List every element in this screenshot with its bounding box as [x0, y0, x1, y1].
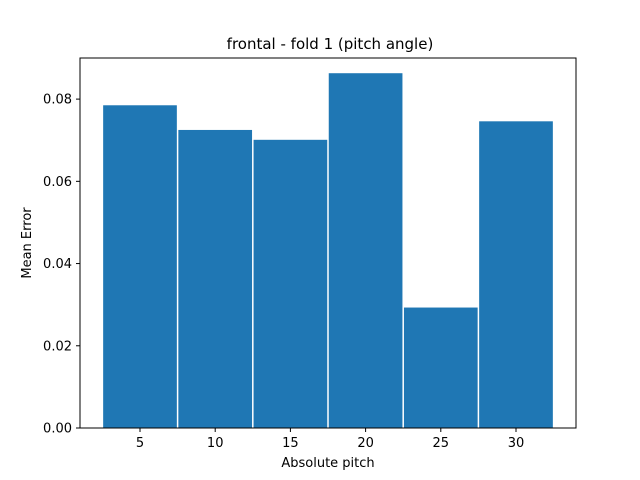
y-tick-label: 0.00 [43, 422, 72, 437]
bars-layer [103, 73, 553, 429]
x-axis-ticks: 5 10 15 20 25 30 [136, 428, 524, 451]
bar-30 [479, 121, 553, 429]
bar-25 [403, 307, 478, 428]
y-axis-title: Mean Error [20, 207, 35, 279]
y-tick-label: 0.08 [43, 93, 72, 108]
y-tick-label: 0.02 [43, 339, 72, 354]
x-tick-label: 10 [207, 436, 224, 451]
plot-frame [79, 57, 577, 429]
bar-20 [328, 73, 403, 428]
x-tick-label: 15 [282, 436, 299, 451]
x-tick-label: 25 [433, 436, 450, 451]
bar-5 [103, 105, 177, 429]
chart-title: frontal - fold 1 (pitch angle) [227, 35, 434, 53]
y-tick-label: 0.04 [43, 257, 72, 272]
bar-15 [253, 139, 328, 429]
y-axis-ticks: 0.00 0.02 0.04 0.06 0.08 [43, 93, 80, 437]
bar-10 [178, 129, 253, 428]
x-axis-title: Absolute pitch [281, 456, 374, 471]
y-tick-label: 0.06 [43, 175, 72, 190]
x-tick-label: 5 [136, 436, 144, 451]
x-tick-label: 30 [508, 436, 525, 451]
x-tick-label: 20 [357, 436, 374, 451]
